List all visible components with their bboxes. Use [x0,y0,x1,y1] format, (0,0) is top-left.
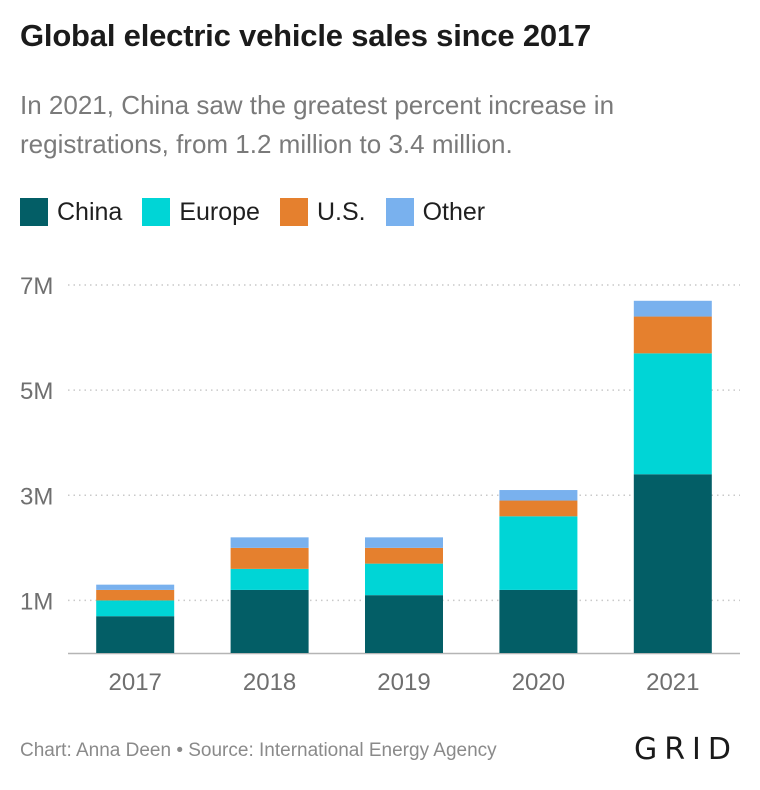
legend-label: Europe [179,197,260,226]
x-tick-label: 2021 [646,669,699,696]
bar-segment-china-2019 [365,595,443,653]
bar-segment-china-2020 [499,589,578,653]
legend-item-europe: Europe [142,198,260,227]
bar-segment-europe-2018 [230,568,309,590]
bar-segment-u-s-2021 [633,316,712,354]
legend-swatch [142,198,171,226]
bar-segment-other-2019 [365,537,443,548]
bar-segment-europe-2021 [633,353,712,475]
bar-segment-other-2017 [96,584,175,590]
bar-segment-europe-2020 [499,516,578,590]
bar-segment-china-2021 [633,474,712,653]
x-tick-label: 2017 [109,669,162,696]
legend-label: China [57,197,123,226]
legend-swatch [20,198,48,226]
legend-label: Other [422,197,486,226]
bar-segment-europe-2017 [96,600,175,617]
x-tick-label: 2018 [243,669,296,696]
y-tick-label: 3M [20,483,53,510]
legend-item-u-s: U.S. [279,197,366,227]
bar-segment-europe-2019 [365,563,443,596]
bar-segment-other-2020 [499,490,578,501]
bar-segment-other-2021 [633,300,712,317]
y-tick-label: 1M [20,588,53,615]
bar-segment-u-s-2018 [230,547,309,569]
grid-logo: GRID [633,732,738,767]
bar-segment-u-s-2019 [365,547,443,564]
chart-credit: Chart: Anna Deen • Source: International… [20,740,497,761]
legend-swatch [385,198,414,226]
chart-legend: China Europe U.S. Other [20,196,505,228]
x-tick-label: 2019 [377,669,430,696]
bar-segment-china-2017 [96,616,175,653]
bar-segment-china-2018 [230,589,309,653]
y-tick-label: 7M [20,273,53,300]
legend-item-china: China [20,198,122,227]
bar-segment-u-s-2017 [96,589,175,601]
chart-subtitle: In 2021, China saw the greatest percent … [20,90,615,159]
x-tick-label: 2020 [512,669,565,696]
bar-segment-u-s-2020 [499,500,578,517]
legend-item-other: Other [385,197,486,227]
chart-title: Global electric vehicle sales since 2017 [20,18,592,53]
bar-segment-other-2018 [230,537,309,548]
legend-swatch [279,198,308,226]
y-tick-label: 5M [20,378,53,405]
legend-label: U.S. [316,197,366,226]
